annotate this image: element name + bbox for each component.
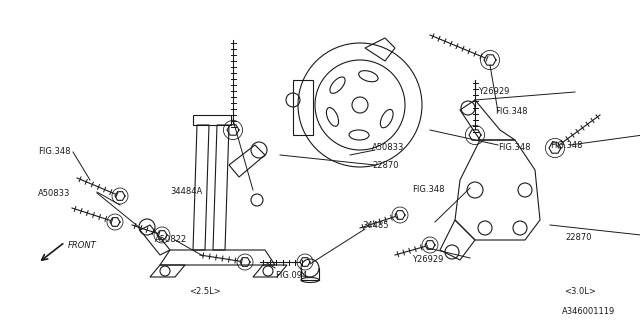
Text: A50833: A50833: [38, 188, 70, 197]
Text: FIG.348: FIG.348: [495, 108, 527, 116]
Text: FIG.348: FIG.348: [412, 186, 445, 195]
Text: 34484A: 34484A: [170, 188, 202, 196]
Text: <3.0L>: <3.0L>: [564, 287, 596, 297]
Text: FIG.348: FIG.348: [498, 143, 531, 153]
Text: FIG.094: FIG.094: [275, 270, 307, 279]
Text: FRONT: FRONT: [68, 241, 97, 250]
Text: Y26929: Y26929: [412, 255, 444, 265]
Text: FIG.348: FIG.348: [550, 140, 582, 149]
Text: <2.5L>: <2.5L>: [189, 287, 221, 297]
Text: 22870: 22870: [565, 233, 591, 242]
Text: A50833: A50833: [372, 143, 404, 153]
Text: FIG.348: FIG.348: [38, 148, 70, 156]
Text: A346001119: A346001119: [562, 308, 615, 316]
Text: 34485: 34485: [362, 220, 388, 229]
Text: Y26929: Y26929: [478, 87, 509, 97]
Text: 22870: 22870: [372, 161, 399, 170]
Text: A50822: A50822: [155, 236, 187, 244]
